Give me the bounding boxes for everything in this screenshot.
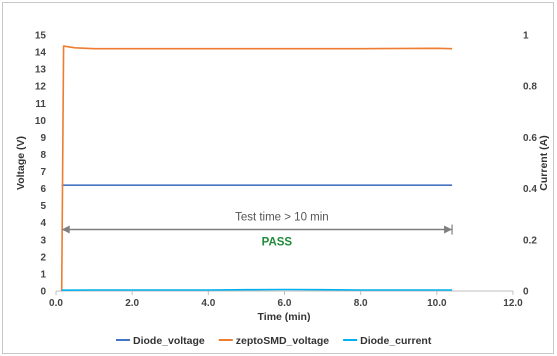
y-left-tick-label: 5 [40, 201, 46, 212]
legend-item-diode-current: Diode_current [343, 335, 432, 347]
x-ticks: 0.0 2.0 4.0 6.0 8.0 10.0 12.0 [49, 291, 523, 309]
series-line-zeptosmd-voltage [60, 45, 453, 292]
y-left-tick-label: 4 [40, 218, 46, 229]
pass-label: PASS [262, 237, 293, 249]
series-line-diode-current [61, 288, 453, 291]
annotation: Test time > 10 min PASS [61, 212, 453, 249]
arrowhead-left [61, 225, 70, 234]
y-left-tick-label: 11 [35, 99, 46, 110]
y-right-tick-label: 1 [523, 31, 529, 42]
x-tick-label: 2.0 [125, 298, 139, 309]
y-right-axis-title: Current (A) [538, 135, 550, 190]
chart-border [2, 2, 554, 354]
y-left-tick-label: 7 [40, 167, 46, 178]
y-left-tick-label: 6 [40, 184, 46, 195]
y-left-tick-label: 0 [40, 287, 46, 298]
x-tick-label: 4.0 [201, 298, 215, 309]
y-left-tick-label: 13 [35, 65, 47, 76]
x-tick-label: 6.0 [278, 298, 292, 309]
test-time-label: Test time > 10 min [235, 212, 329, 224]
x-tick-label: 12.0 [503, 298, 523, 309]
y-left-tick-label: 1 [40, 269, 46, 280]
y-right-tick-label: 0.2 [523, 235, 537, 246]
x-tick-label: 10.0 [427, 298, 447, 309]
arrowhead-right [444, 225, 453, 234]
legend-label: Diode_current [360, 335, 432, 347]
legend-label: Diode_voltage [133, 335, 205, 347]
y-right-ticks: 0 0.2 0.4 0.6 0.8 1 [523, 31, 537, 298]
x-tick-label: 8.0 [354, 298, 368, 309]
legend: Diode_voltage zeptoSMD_voltage Diode_curre… [116, 335, 432, 347]
y-left-tick-label: 10 [35, 116, 47, 127]
y-left-tick-label: 9 [40, 133, 46, 144]
y-right-tick-label: 0.6 [523, 133, 537, 144]
y-right-tick-label: 0.4 [523, 184, 537, 195]
y-right-tick-label: 0.8 [523, 82, 537, 93]
legend-label: zeptoSMD_voltage [236, 335, 330, 347]
y-left-tick-label: 3 [40, 235, 46, 246]
series-lines [60, 45, 453, 292]
x-tick-label: 0.0 [49, 298, 63, 309]
y-left-axis-title: Voltage (V) [15, 136, 27, 190]
legend-item-zeptosmd-voltage: zeptoSMD_voltage [218, 335, 330, 347]
y-left-tick-label: 8 [40, 150, 46, 161]
y-left-tick-label: 14 [35, 48, 47, 59]
x-axis-title: Time (min) [258, 311, 311, 323]
y-right-tick-label: 0 [523, 287, 529, 298]
y-left-tick-label: 12 [35, 82, 47, 93]
y-left-tick-label: 2 [40, 252, 46, 263]
y-left-tick-label: 15 [35, 31, 47, 42]
legend-item-diode-voltage: Diode_voltage [116, 335, 205, 347]
